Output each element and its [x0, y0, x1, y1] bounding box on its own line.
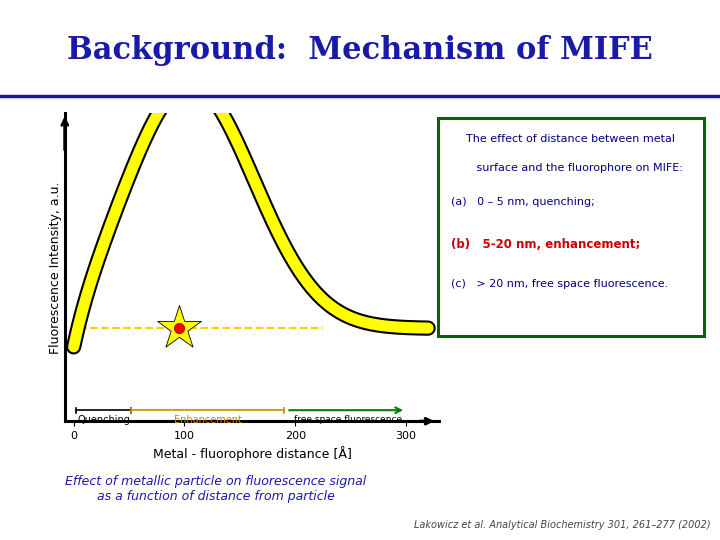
Text: Lakowicz et al. Analytical Biochemistry 301, 261–277 (2002): Lakowicz et al. Analytical Biochemistry …	[415, 520, 711, 530]
Text: Effect of metallic particle on fluorescence signal
as a function of distance fro: Effect of metallic particle on fluoresce…	[66, 475, 366, 503]
Text: surface and the fluorophore on MIFE:: surface and the fluorophore on MIFE:	[459, 163, 683, 173]
Point	[173, 324, 184, 333]
Text: Background:  Mechanism of MIFE: Background: Mechanism of MIFE	[67, 35, 653, 66]
Text: (c)   > 20 nm, free space fluorescence.: (c) > 20 nm, free space fluorescence.	[451, 279, 669, 289]
Text: (a)   0 – 5 nm, quenching;: (a) 0 – 5 nm, quenching;	[451, 197, 595, 207]
Y-axis label: Fluorescence Intensity, a.u.: Fluorescence Intensity, a.u.	[49, 181, 62, 354]
Text: Enhancement: Enhancement	[174, 415, 242, 425]
Text: The effect of distance between metal: The effect of distance between metal	[466, 134, 675, 144]
Text: free space fluorescence: free space fluorescence	[294, 415, 402, 424]
Text: (b)   5-20 nm, enhancement;: (b) 5-20 nm, enhancement;	[451, 238, 641, 251]
Point	[173, 324, 184, 333]
X-axis label: Metal - fluorophore distance [Å]: Metal - fluorophore distance [Å]	[153, 447, 351, 462]
Text: Quenching: Quenching	[77, 415, 130, 425]
Text: Max enhancement ≈10x: Max enhancement ≈10x	[0, 539, 1, 540]
FancyBboxPatch shape	[438, 118, 703, 336]
